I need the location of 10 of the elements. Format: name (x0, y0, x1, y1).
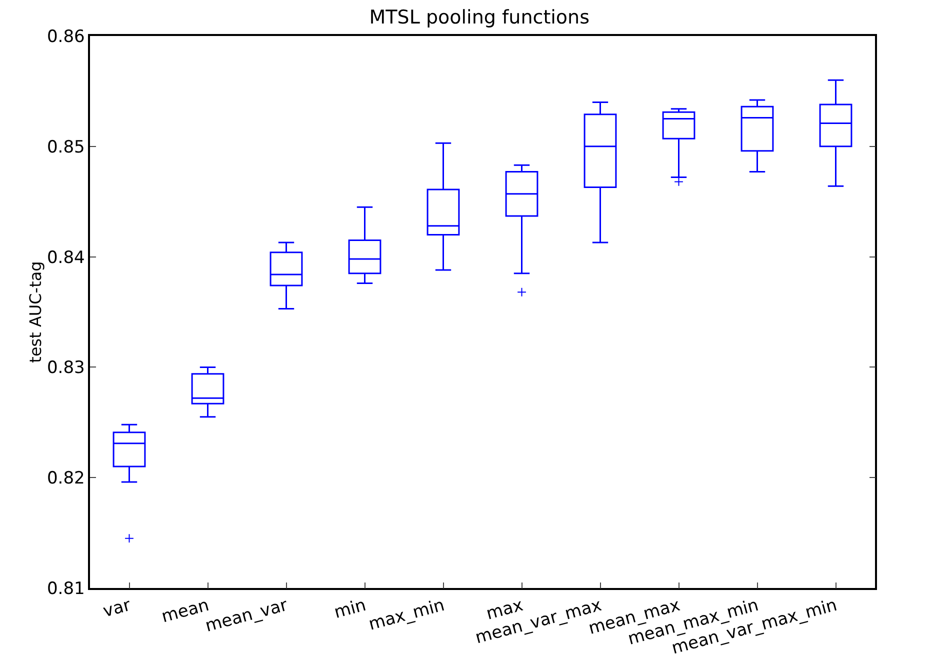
y-tick-label: 0.86 (46, 26, 85, 47)
y-axis-title: test AUC-tag (26, 261, 45, 363)
y-tick-label: 0.85 (46, 137, 85, 158)
y-tick-label: 0.83 (46, 358, 85, 378)
y-tick-label: 0.84 (46, 248, 85, 268)
x-tick-label: var (101, 595, 133, 622)
chart-title: MTSL pooling functions (369, 6, 590, 28)
y-tick-label: 0.81 (46, 578, 85, 599)
y-tick-label: 0.82 (46, 468, 85, 489)
x-tick-label: min (332, 595, 368, 623)
